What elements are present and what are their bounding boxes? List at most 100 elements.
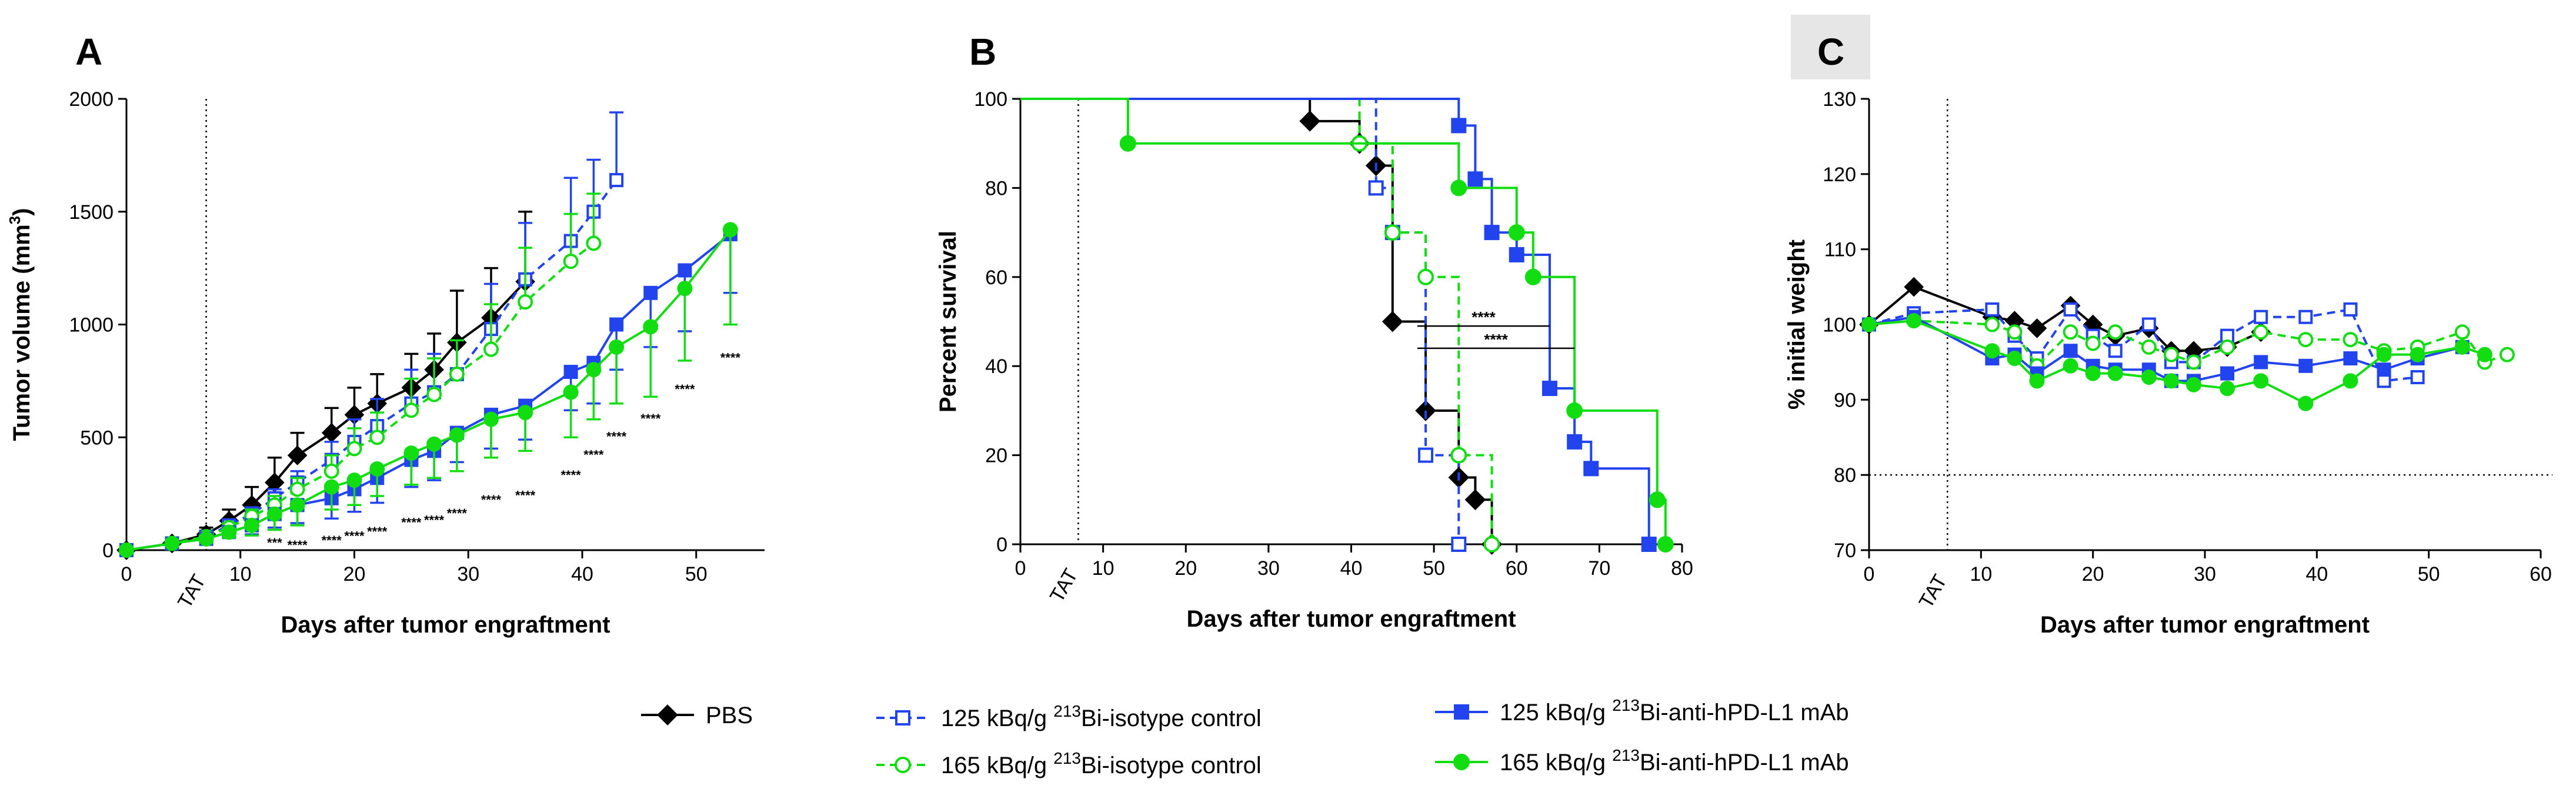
treatment-label: TAT — [1046, 565, 1082, 606]
data-point — [198, 531, 214, 547]
x-tick-label: 0 — [121, 563, 132, 585]
data-point — [2107, 365, 2123, 381]
x-tick-label: 30 — [457, 563, 479, 585]
data-point — [164, 535, 180, 551]
data-point — [483, 341, 499, 357]
data-point — [643, 319, 659, 335]
y-tick-label: 1500 — [69, 201, 114, 224]
legend-marker — [1454, 704, 1469, 720]
data-point — [609, 339, 625, 355]
significance-label: **** — [322, 533, 342, 548]
x-tick-label: 50 — [1423, 557, 1445, 580]
x-tick-label: 30 — [2194, 563, 2216, 585]
treatment-label: TAT — [173, 571, 210, 612]
data-point — [2343, 302, 2358, 317]
data-point — [2298, 395, 2314, 411]
data-point — [2063, 344, 2078, 358]
series-line — [126, 179, 618, 551]
y-tick-label: 40 — [985, 355, 1007, 378]
significance-label: **** — [515, 488, 536, 503]
y-tick-label: 2000 — [69, 88, 114, 111]
data-point — [2185, 354, 2201, 370]
x-tick-label: 50 — [2418, 563, 2440, 585]
significance-label: **** — [583, 447, 604, 462]
data-point — [2141, 317, 2156, 332]
x-tick-label: 20 — [2082, 563, 2104, 585]
data-point — [287, 445, 308, 465]
series-line — [1020, 98, 1650, 544]
legend-marker — [895, 710, 910, 726]
data-point — [1483, 536, 1500, 553]
data-point — [1542, 381, 1557, 397]
data-point — [2029, 373, 2045, 389]
data-point — [1566, 402, 1583, 419]
data-point — [518, 294, 533, 310]
y-tick-label: 60 — [985, 267, 1007, 289]
y-axis-title: Tumor volume (mm3) — [6, 208, 35, 441]
series-line — [1020, 98, 1493, 544]
data-point — [426, 436, 442, 452]
data-point — [1524, 268, 1541, 285]
data-point — [2254, 310, 2268, 324]
data-point — [1649, 491, 1666, 508]
y-tick-label: 0 — [996, 534, 1007, 556]
x-tick-label: 60 — [1506, 557, 1528, 580]
y-tick-label: 100 — [974, 88, 1007, 111]
significance-label: *** — [267, 535, 282, 550]
data-point — [2377, 374, 2391, 388]
data-point — [1508, 224, 1525, 241]
x-tick-label: 50 — [685, 563, 708, 585]
data-point — [2085, 335, 2101, 351]
data-point — [2063, 358, 2078, 374]
data-point — [449, 366, 465, 382]
data-point — [403, 445, 419, 461]
data-point — [2376, 347, 2392, 362]
series-anti165 — [119, 222, 738, 558]
series-anti165 — [1020, 98, 1674, 553]
series-line — [126, 242, 595, 551]
data-point — [1417, 268, 1434, 285]
significance-label: **** — [481, 492, 502, 507]
data-point — [678, 263, 692, 278]
data-point — [518, 405, 533, 421]
x-axis-title: Days after tumor engraftment — [1186, 606, 1516, 632]
significance-label: **** — [344, 528, 365, 543]
series-line — [1020, 98, 1493, 544]
data-point — [2298, 332, 2314, 348]
data-point — [1467, 171, 1483, 187]
data-point — [323, 479, 339, 495]
y-axis-title: % initial weight — [1784, 239, 1810, 410]
data-point — [1509, 247, 1524, 262]
data-point — [1567, 434, 1583, 450]
legend-marker — [657, 704, 678, 726]
y-tick-label: 90 — [1834, 389, 1856, 411]
data-point — [563, 384, 579, 400]
data-point — [403, 402, 419, 418]
y-tick-label: 120 — [1823, 164, 1856, 186]
series-line — [1868, 285, 2261, 352]
data-point — [1450, 447, 1467, 464]
data-point — [677, 281, 693, 297]
significance-label: **** — [675, 382, 695, 397]
legend-label: 125 kBq/g 213Bi-anti-hPD-L1 mAb — [1500, 696, 1849, 726]
data-point — [483, 411, 499, 427]
data-point — [2220, 366, 2235, 381]
legend-label: 165 kBq/g 213Bi-anti-hPD-L1 mAb — [1500, 746, 1849, 776]
significance-label: **** — [1471, 308, 1496, 326]
data-point — [2063, 324, 2078, 340]
data-point — [2253, 373, 2269, 389]
y-tick-label: 80 — [1834, 464, 1856, 487]
x-tick-label: 10 — [229, 563, 252, 585]
significance-label: **** — [561, 468, 582, 482]
data-point — [266, 506, 282, 522]
x-tick-label: 40 — [2305, 563, 2328, 585]
legend-label: 125 kBq/g 213Bi-isotype control — [941, 702, 1262, 731]
data-point — [323, 463, 339, 479]
x-axis-title: Days after tumor engraftment — [2040, 612, 2370, 638]
x-tick-label: 0 — [1864, 563, 1875, 585]
data-point — [2220, 381, 2235, 397]
data-point — [2163, 347, 2179, 362]
data-point — [2063, 302, 2078, 317]
legend-label: 165 kBq/g 213Bi-isotype control — [941, 749, 1262, 778]
data-point — [2343, 373, 2358, 389]
